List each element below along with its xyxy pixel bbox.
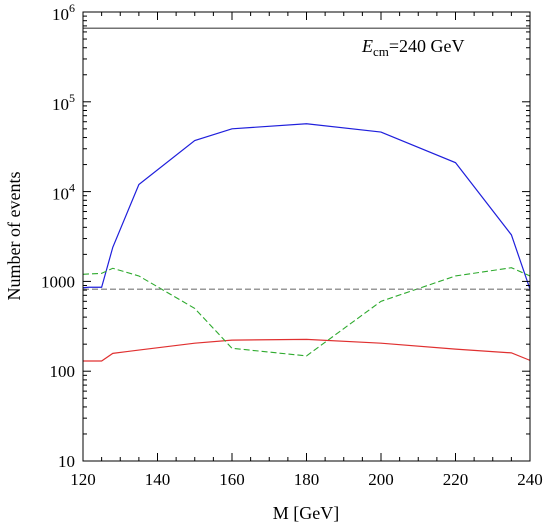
y-tick-exponent: 5: [69, 91, 75, 105]
series-layer: [82, 27, 531, 362]
x-tick-label: 140: [145, 470, 171, 489]
y-tick-exponent: 6: [69, 1, 75, 15]
y-tick-label: 1000: [41, 272, 75, 291]
x-tick-label: 180: [294, 470, 320, 489]
x-tick-label: 200: [368, 470, 394, 489]
y-tick-label: 106: [52, 1, 75, 24]
energy-value: =240 GeV: [389, 36, 465, 56]
y-tick-exponent: 4: [69, 181, 75, 195]
y-tick-mantissa: 10: [52, 5, 69, 24]
plot-frame: [82, 11, 531, 462]
y-tick-mantissa: 10: [52, 95, 69, 114]
y-tick-label: 100: [50, 362, 76, 381]
x-axis-title: M [GeV]: [273, 503, 339, 523]
x-tick-label: 160: [219, 470, 245, 489]
series-line-3: [82, 267, 531, 357]
y-axis-title: Number of events: [4, 172, 24, 301]
energy-symbol: E: [361, 36, 373, 56]
series-line-1: [82, 123, 531, 290]
y-tick-label: 104: [52, 181, 75, 204]
series-line-2: [83, 338, 531, 362]
y-tick-label: 10: [58, 452, 75, 471]
x-axis-ticks: 120 140 160 180 200 220 240: [70, 12, 543, 489]
energy-subscript: cm: [373, 44, 389, 59]
y-tick-label: 105: [52, 91, 75, 114]
x-tick-label: 240: [517, 470, 543, 489]
energy-annotation: Ecm=240 GeV: [361, 36, 465, 59]
x-tick-label: 120: [70, 470, 96, 489]
x-tick-label: 220: [443, 470, 469, 489]
y-tick-mantissa: 10: [52, 185, 69, 204]
